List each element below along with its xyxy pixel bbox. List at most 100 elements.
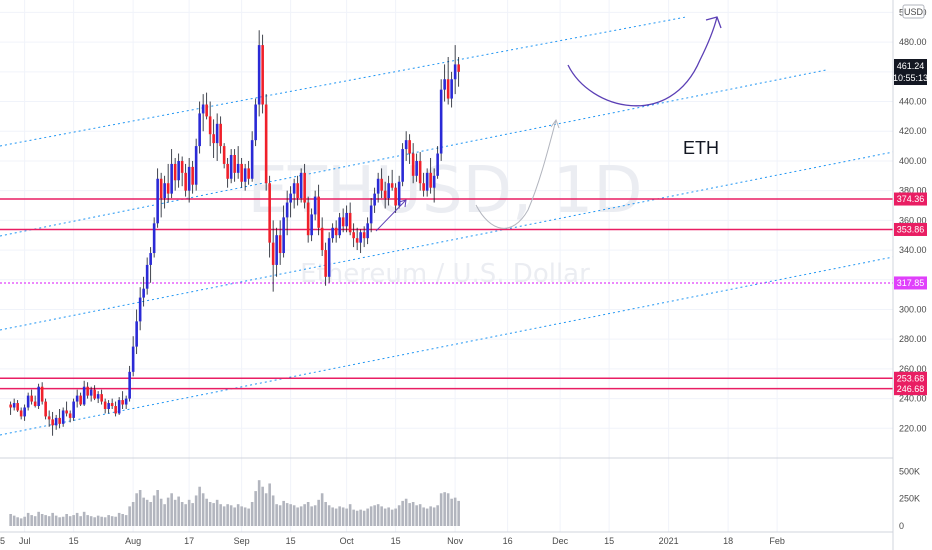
projection-arrowhead[interactable] bbox=[705, 16, 722, 29]
projection-curve[interactable] bbox=[567, 16, 718, 107]
candle-body bbox=[47, 416, 51, 420]
currency-badge-box bbox=[902, 4, 925, 19]
candle bbox=[324, 242, 327, 286]
candle bbox=[212, 119, 215, 158]
volume-tick-label: 0 bbox=[899, 521, 904, 531]
level-badge-label: 253.68 bbox=[897, 373, 925, 383]
candle bbox=[215, 113, 219, 161]
candle-body bbox=[383, 190, 387, 199]
candle-body bbox=[65, 410, 68, 414]
volume-bar bbox=[341, 507, 345, 526]
volume-bar bbox=[142, 497, 145, 526]
candle bbox=[170, 149, 173, 199]
candle bbox=[334, 220, 338, 243]
candle-body bbox=[331, 227, 334, 239]
time-axis[interactable]: 5 Jul 15 Aug 17 Sep 15 Oct 15 Nov 16 Dec 15 2021 18 Feb bbox=[0, 536, 785, 546]
horizontal-levels[interactable] bbox=[0, 198, 893, 390]
candle bbox=[436, 146, 439, 179]
candle bbox=[383, 181, 387, 209]
volume-bar bbox=[86, 515, 89, 526]
volume-bar bbox=[47, 516, 51, 526]
candle bbox=[61, 407, 65, 427]
candle-body bbox=[310, 214, 313, 236]
channel-line[interactable] bbox=[0, 256, 894, 436]
currency-badge[interactable]: USD bbox=[902, 4, 925, 19]
candle-body bbox=[23, 407, 26, 417]
candle bbox=[9, 401, 12, 415]
candle bbox=[145, 257, 149, 295]
price-tick-label: 280.00 bbox=[899, 334, 927, 344]
candle bbox=[103, 398, 107, 414]
candle bbox=[100, 389, 103, 405]
history-arrowhead[interactable] bbox=[550, 118, 560, 129]
price-tick-label: 240.00 bbox=[899, 394, 927, 404]
watermark-symbol: ETHUSD, 1D bbox=[247, 154, 642, 228]
level-badge-box bbox=[894, 276, 927, 290]
candle bbox=[236, 146, 240, 179]
candle bbox=[397, 175, 401, 209]
volume-axis[interactable]: 500K 250K 0 bbox=[899, 466, 920, 531]
candle-body bbox=[432, 175, 436, 188]
candle-body bbox=[212, 134, 215, 144]
candle bbox=[135, 309, 138, 355]
candle bbox=[173, 157, 177, 191]
candle-body bbox=[317, 196, 320, 228]
small-arrow[interactable] bbox=[375, 199, 407, 232]
candle bbox=[303, 163, 306, 209]
candle-body bbox=[142, 288, 145, 298]
volume-bar bbox=[268, 483, 271, 526]
small-arrowhead[interactable] bbox=[398, 199, 407, 208]
candle-body bbox=[124, 398, 128, 405]
candle bbox=[138, 287, 142, 331]
candle bbox=[128, 365, 131, 402]
volume-bar bbox=[152, 495, 156, 526]
price-tick-label: 360.00 bbox=[899, 215, 927, 225]
time-tick-label: 15 bbox=[604, 536, 614, 546]
candle bbox=[369, 198, 373, 233]
volume-bar bbox=[240, 506, 243, 526]
candle-body bbox=[201, 104, 205, 114]
candle-body bbox=[180, 160, 184, 173]
candle-body bbox=[369, 205, 373, 224]
candle bbox=[30, 389, 33, 405]
time-tick-label: 2021 bbox=[659, 536, 679, 546]
volume-bar bbox=[72, 515, 75, 526]
volume-bar bbox=[208, 502, 212, 526]
candle bbox=[72, 398, 75, 421]
candle-body bbox=[338, 217, 341, 236]
eth-annotation[interactable]: ETH bbox=[683, 138, 719, 158]
candle-body bbox=[341, 217, 345, 227]
candle bbox=[247, 160, 250, 185]
candle bbox=[268, 175, 271, 258]
candles bbox=[9, 30, 460, 436]
time-tick-label: Jul bbox=[19, 536, 31, 546]
volume-bar bbox=[26, 512, 30, 526]
volume-bar bbox=[191, 503, 194, 526]
volume-bar bbox=[376, 504, 380, 526]
candle-body bbox=[418, 160, 422, 184]
candle bbox=[229, 149, 233, 184]
candle bbox=[404, 131, 408, 161]
candle bbox=[257, 30, 261, 117]
candle-body bbox=[408, 140, 411, 154]
volume-bar bbox=[229, 505, 233, 526]
history-curve[interactable] bbox=[475, 119, 557, 229]
volume-bar bbox=[187, 499, 191, 526]
drawings[interactable] bbox=[375, 16, 722, 232]
candle-body bbox=[334, 227, 338, 236]
volume-bar bbox=[51, 512, 54, 526]
candle bbox=[86, 382, 89, 399]
candle bbox=[415, 153, 418, 182]
candle-body bbox=[387, 183, 390, 199]
candle bbox=[96, 391, 100, 404]
channel-line[interactable] bbox=[0, 151, 894, 331]
candle-body bbox=[9, 404, 12, 408]
candle bbox=[201, 94, 205, 132]
channel-line[interactable] bbox=[0, 16, 687, 147]
candle bbox=[292, 178, 296, 209]
volume-bar bbox=[327, 505, 331, 526]
volume-bar bbox=[61, 516, 65, 526]
candle-body bbox=[229, 155, 233, 179]
candle bbox=[359, 229, 362, 254]
